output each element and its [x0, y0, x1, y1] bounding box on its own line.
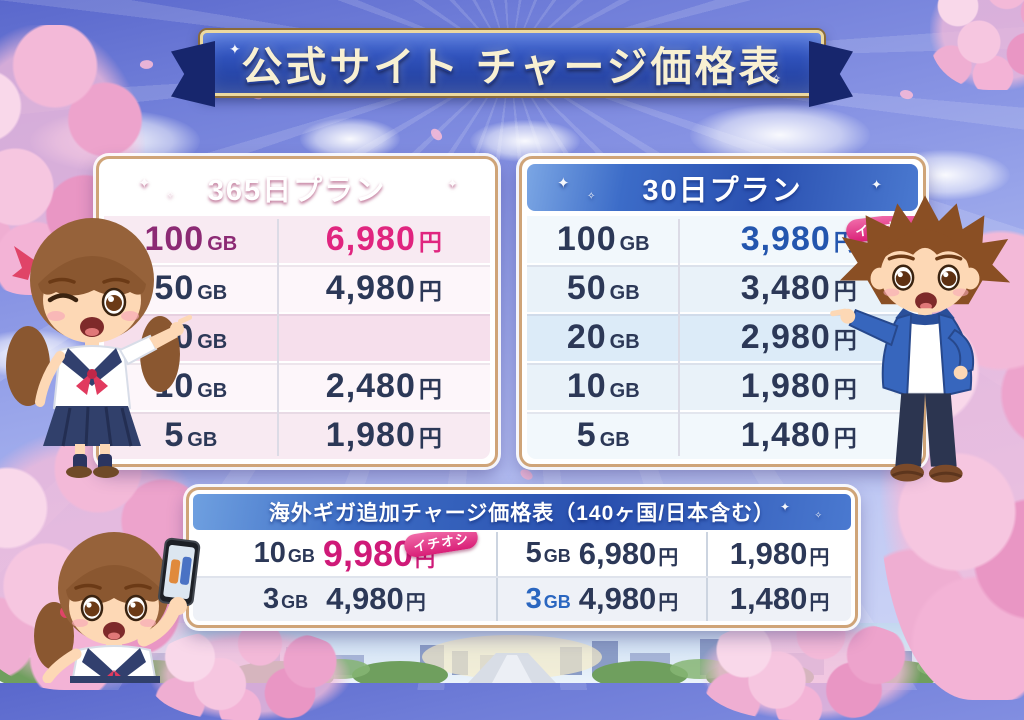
price-row-30-20gb: 20 GB 2,980 円: [527, 312, 918, 361]
data-amount: 5: [164, 416, 185, 454]
gb-unit: GB: [543, 546, 571, 567]
yen-unit: 円: [658, 546, 679, 569]
recommended-badge: イチオシト: [286, 324, 383, 358]
gb-unit: GB: [281, 591, 309, 612]
price-value: 3,980: [740, 220, 831, 258]
gb-unit: GB: [609, 380, 640, 402]
column-divider: [277, 219, 280, 456]
data-amount: 10: [253, 537, 286, 570]
price-value: 1,980: [729, 535, 808, 571]
sparkle-icon: [780, 500, 791, 514]
gb-unit: GB: [197, 331, 228, 353]
data-amount: 5: [576, 416, 597, 454]
overseas-row-2: 3 GB 4,980 円 3 GB 4,980 円 1,480 円: [193, 575, 851, 621]
yen-unit: 円: [658, 592, 679, 615]
yen-unit: 円: [833, 327, 857, 353]
price-value: 4,980: [325, 269, 416, 307]
data-amount: 3: [262, 582, 280, 615]
plan-365-header: 365日プラン: [104, 164, 490, 211]
sparkle-icon: [447, 176, 460, 192]
data-amount: 50: [154, 269, 195, 307]
price-value: 2,980: [740, 318, 831, 356]
gb-unit: GB: [609, 282, 640, 304]
data-amount: 20: [566, 318, 607, 356]
price-row-30-5gb: 5 GB 1,480 円: [527, 410, 918, 459]
cloud: [690, 104, 870, 166]
yen-unit: 円: [833, 278, 857, 304]
price-value: 1,980: [740, 367, 831, 405]
sakura-blossom-cluster: [700, 620, 920, 720]
sparkle-icon: [557, 174, 572, 192]
gb-unit: GB: [207, 233, 238, 255]
price-value: 2,480: [325, 367, 416, 405]
sparkle-icon: [138, 174, 153, 192]
overseas-table-header: 海外ギガ追加チャージ価格表（140ヶ国/日本含む）: [193, 494, 851, 530]
data-amount: 50: [566, 269, 607, 307]
price-row-365-100gb: 100 GB 6,980 円: [104, 216, 490, 263]
mascot-schoolgirl-pointing: [6, 218, 192, 478]
yen-unit: 円: [833, 425, 857, 451]
data-amount: 10: [566, 367, 607, 405]
column-divider: [678, 219, 681, 456]
data-amount: 3: [525, 582, 542, 615]
data-amount: 100: [144, 220, 205, 258]
cloud: [470, 120, 580, 162]
title-banner: 公式サイト チャージ価格表: [200, 30, 824, 96]
yen-unit: 円: [809, 546, 830, 569]
price-row-365-50gb: 50 GB 4,980 円: [104, 263, 490, 312]
gb-unit: GB: [609, 331, 640, 353]
plan-365-header-label: 365日プラン: [207, 174, 387, 207]
price-value: 6,980: [578, 535, 657, 571]
price-row-365-10gb: 10 GB 2,480 円: [104, 361, 490, 410]
yen-unit: 円: [418, 278, 442, 304]
plan-30-header-label: 30日プラン: [642, 174, 803, 207]
yen-unit: 円: [405, 592, 426, 615]
gb-unit: GB: [197, 282, 228, 304]
yen-unit: 円: [418, 229, 442, 255]
page-title: 公式サイト チャージ価格表: [241, 44, 783, 90]
mascot-girl-with-phone: [34, 532, 201, 683]
data-amount: 5: [525, 537, 542, 570]
price-value: 4,980: [578, 581, 657, 617]
price-value: 6,980: [325, 220, 416, 258]
cloud: [300, 118, 400, 160]
gb-unit: GB: [543, 591, 571, 612]
plan-30-header: 30日プラン: [527, 164, 918, 211]
yen-unit: 円: [418, 376, 442, 402]
mascot-boy-pointing: [830, 195, 1011, 483]
yen-unit: 円: [418, 425, 442, 451]
sparkle-icon: [587, 191, 597, 202]
gb-unit: GB: [287, 546, 315, 567]
sparkle-icon: [229, 41, 241, 58]
price-row-365-5gb: 5 GB 1,980 円: [104, 410, 490, 459]
price-value: 1,480: [740, 416, 831, 454]
overseas-header-label: 海外ギガ追加チャージ価格表（140ヶ国/日本含む）: [268, 502, 776, 525]
gb-unit: GB: [599, 429, 630, 451]
price-row-30-10gb: 10 GB 1,980 円: [527, 361, 918, 410]
overseas-row-1: 10 GB 9,980 円 イチオシ 5 GB 6,980 円 1,980 円: [193, 532, 851, 576]
gb-unit: GB: [197, 380, 228, 402]
price-value: 3,480: [740, 269, 831, 307]
price-value: 4,980: [326, 581, 404, 617]
data-amount: 100: [556, 220, 617, 258]
gb-unit: GB: [187, 429, 218, 451]
yen-unit: 円: [809, 592, 830, 615]
price-value: 9,980: [322, 532, 414, 574]
sparkle-icon: [814, 510, 823, 521]
price-value: 1,980: [325, 416, 416, 454]
recommended-badge: イチオシ: [402, 532, 480, 559]
gb-unit: GB: [619, 233, 650, 255]
price-value: 1,480: [729, 581, 808, 617]
yen-unit: 円: [833, 376, 857, 402]
